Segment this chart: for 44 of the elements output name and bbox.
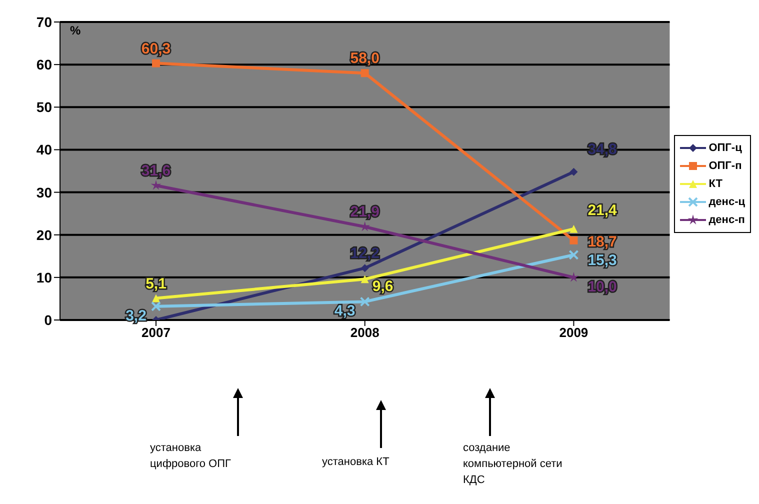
- data-label: 60,3: [141, 40, 171, 58]
- point: [570, 236, 578, 244]
- point: [152, 59, 160, 68]
- data-label: 18,7: [588, 233, 617, 250]
- data-label: 9,6: [372, 278, 394, 296]
- y-tick-label: 50: [36, 99, 52, 116]
- point: [150, 180, 162, 190]
- legend-label: КТ: [708, 178, 722, 190]
- data-label: 10,0: [588, 278, 617, 296]
- point: [360, 69, 369, 78]
- data-label: 21,9: [350, 204, 380, 221]
- point: [151, 301, 161, 312]
- point: [360, 296, 370, 307]
- point: [360, 275, 369, 284]
- point: [570, 224, 578, 233]
- x-tick-label: 2009: [559, 325, 588, 340]
- text: создание компьютерной сети КДС: [463, 441, 564, 488]
- legend-label: ОПГ-п: [708, 160, 742, 172]
- x-tick-label: 2007: [142, 325, 170, 340]
- text: установка КТ: [322, 455, 390, 470]
- text: установка цифрового ОПГ: [150, 441, 232, 472]
- data-label: 31,6: [141, 162, 171, 180]
- y-axis-title: %: [70, 24, 81, 38]
- y-tick-label: 10: [36, 269, 52, 286]
- point: [568, 250, 579, 260]
- x-tick-label: 2008: [350, 325, 380, 340]
- y-tick-label: 20: [36, 226, 52, 243]
- data-label: 21,4: [588, 202, 618, 219]
- legend-label: денс-ц: [708, 196, 745, 208]
- legend-label: денс-п: [708, 214, 745, 226]
- point: [360, 264, 369, 272]
- point: [152, 294, 160, 302]
- y-tick-label: 0: [44, 312, 52, 328]
- point: [570, 168, 578, 176]
- y-tick-label: 40: [36, 142, 52, 158]
- data-label: 58,0: [350, 50, 380, 68]
- y-tick-label: 60: [36, 56, 52, 73]
- data-label: 5,1: [146, 275, 166, 292]
- y-tick-label: 70: [36, 14, 52, 30]
- data-label: 12,2: [350, 245, 380, 262]
- legend-label: ОПГ-ц: [708, 142, 742, 154]
- data-label: 4,3: [334, 302, 356, 320]
- data-label: 15,3: [588, 252, 617, 269]
- y-tick-label: 30: [36, 184, 52, 200]
